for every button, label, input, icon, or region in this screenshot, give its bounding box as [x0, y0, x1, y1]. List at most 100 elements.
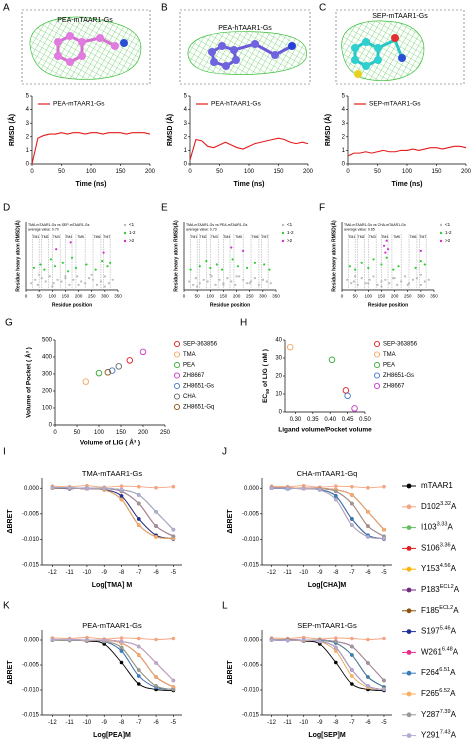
y-tick-label: 10	[275, 392, 282, 398]
x-tick-label: 250	[246, 293, 254, 298]
data-point	[350, 517, 354, 521]
image-frame	[21, 9, 151, 85]
data-point	[384, 251, 387, 254]
text-part: A	[453, 606, 459, 615]
data-point	[171, 687, 176, 692]
data-point	[34, 278, 37, 281]
data-point	[366, 675, 370, 679]
region-label: TM6	[94, 235, 101, 239]
data-point	[407, 282, 411, 285]
data-point	[171, 534, 176, 539]
series-line	[52, 487, 174, 531]
data-point	[103, 275, 106, 278]
x-tick-label: 150	[220, 293, 228, 298]
y-tick-label: -0.005	[242, 663, 260, 669]
data-point	[198, 282, 201, 285]
data-point	[221, 268, 224, 271]
data-point	[334, 484, 338, 488]
data-point	[350, 668, 354, 672]
data-point	[342, 387, 350, 394]
legend-label: ZH8651-Gs	[183, 384, 214, 390]
x-tick-label: -10	[83, 720, 92, 726]
data-point	[32, 266, 35, 269]
legend-label: F2646.51A	[421, 668, 456, 678]
data-point	[49, 258, 53, 261]
data-point	[269, 282, 272, 285]
region-label: TM6	[252, 235, 259, 239]
x-tick-label: 200	[75, 293, 83, 298]
x-tick-label: 350	[114, 293, 122, 298]
y-axis-title: ΔBRET	[7, 509, 14, 534]
data-point	[209, 266, 212, 269]
annotation: average value: 0.65	[344, 227, 375, 231]
data-point	[334, 645, 338, 650]
series-line	[31, 132, 151, 165]
x-tick-label: -9	[317, 570, 323, 576]
data-point	[106, 265, 109, 268]
x-axis-title: Log[TMA] M	[92, 582, 133, 589]
data-point	[249, 280, 253, 283]
annotation: TMA-mTAAR1-Gs vs SEP-mTAAR1-Gs	[28, 223, 90, 227]
data-point	[119, 649, 124, 653]
data-point	[202, 278, 205, 281]
data-point	[393, 277, 396, 280]
y-axis-title: Residue heavy atom RMSD(Å)	[14, 220, 21, 292]
y-tick-label: 0.000	[24, 486, 40, 492]
data-point	[171, 685, 176, 689]
x-tick-label: 300	[101, 293, 109, 298]
data-point	[356, 283, 359, 286]
data-point	[245, 282, 249, 285]
data-point	[205, 260, 208, 263]
data-point	[171, 484, 176, 489]
y-tick-label: 4	[342, 107, 346, 113]
data-point	[419, 283, 422, 286]
y-tick-label: -0.015	[242, 713, 260, 719]
data-point	[351, 405, 358, 412]
text-part: 4.56	[440, 564, 451, 570]
legend-label: PEA	[183, 363, 195, 369]
data-point	[218, 278, 221, 281]
x-tick-label: 50	[374, 169, 381, 175]
series-line	[52, 639, 174, 681]
legend-label: P183ECL2A	[421, 584, 460, 594]
data-point	[90, 273, 93, 276]
atoms	[351, 34, 406, 78]
text-part: A	[454, 585, 460, 594]
x-tick-label: 200	[145, 169, 156, 175]
data-point	[104, 369, 112, 376]
legend-marker	[373, 361, 381, 369]
data-point	[245, 266, 249, 269]
legend-marker	[406, 691, 412, 697]
region-label: TM6	[410, 235, 417, 239]
x-axis-title: Time (ns)	[76, 181, 107, 188]
legend-marker	[373, 340, 381, 348]
legend-label: <1	[445, 222, 451, 227]
data-point	[85, 638, 89, 642]
series-line	[271, 487, 385, 540]
data-point	[360, 277, 363, 280]
legend-marker	[373, 372, 381, 379]
data-point	[382, 527, 386, 532]
data-point	[286, 343, 294, 351]
data-point	[317, 487, 322, 492]
x-tick-label: 50	[58, 169, 65, 175]
x-tick-label: 150	[115, 169, 126, 175]
x-tick-label: -5	[381, 570, 387, 576]
x-tick-label: -9	[317, 720, 323, 726]
data-point	[242, 278, 245, 281]
y-tick-label: 3	[342, 121, 346, 127]
legend-label: mTAAR1	[421, 481, 453, 490]
x-axis-title: Residue position	[210, 302, 250, 308]
x-tick-label: -11	[66, 570, 75, 576]
legend-label: ZH8651-Gq	[183, 405, 214, 411]
y-tick-label: 5	[184, 94, 188, 100]
data-point	[414, 266, 417, 269]
region-label: TM5	[235, 235, 242, 239]
panel-letter: L	[222, 601, 228, 612]
x-tick-label: 0.35	[307, 417, 319, 423]
text-part: I103	[421, 523, 437, 532]
data-point	[368, 278, 371, 281]
data-point	[384, 278, 387, 281]
density-mesh	[187, 31, 307, 75]
legend-marker	[439, 239, 443, 243]
